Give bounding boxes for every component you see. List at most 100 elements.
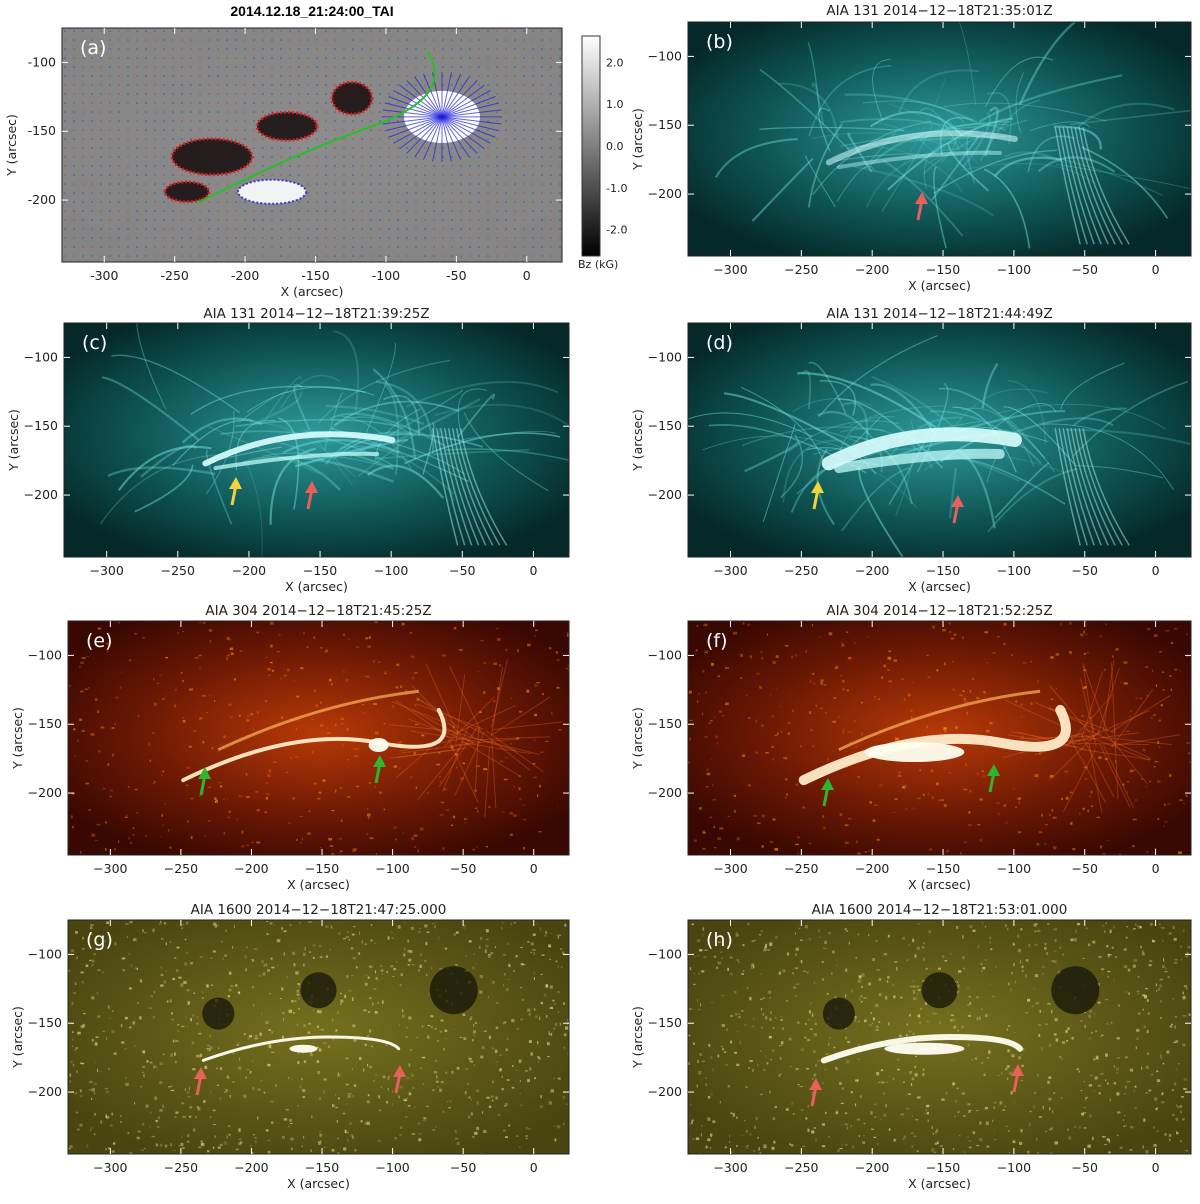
x-tick-label: −250	[164, 861, 198, 876]
x-axis-label: X (arcsec)	[281, 284, 344, 299]
colorbar-tick: -1.0	[606, 182, 627, 195]
axes-frame	[687, 322, 1192, 558]
x-tick-label: −200	[232, 563, 266, 578]
x-tick-label: −150	[926, 1160, 960, 1175]
y-tick-label: −100	[28, 946, 62, 961]
arrow-green	[821, 778, 834, 807]
y-axis-label: Y (arcsec)	[630, 1006, 645, 1069]
y-tick-label: −150	[24, 418, 58, 433]
x-tick-label: −200	[855, 563, 889, 578]
x-tick-label: −200	[855, 861, 889, 876]
solar-image	[68, 920, 569, 1154]
x-tick-label: −200	[855, 1160, 889, 1175]
x-tick-label: −50	[1072, 861, 1098, 876]
x-tick-label: −100	[997, 1160, 1031, 1175]
y-axis-label: Y (arcsec)	[630, 707, 645, 770]
panel-label: (a)	[80, 37, 106, 59]
y-tick-label: −150	[28, 1015, 62, 1030]
axes-frame	[63, 322, 570, 558]
y-axis-label: Y (arcsec)	[630, 108, 645, 171]
panel-title-h: AIA 1600 2014−12−18T21:53:01.000	[811, 902, 1068, 918]
x-tick-label: −100	[375, 861, 409, 876]
panel-title-g: AIA 1600 2014−12−18T21:47:25.000	[190, 902, 447, 918]
x-tick-label: −300	[713, 861, 747, 876]
panel-title-c: AIA 131 2014−12−18T21:39:25Z	[203, 306, 430, 322]
x-tick-label: −300	[713, 563, 747, 578]
y-tick-label: −100	[648, 48, 682, 63]
axes-frame	[687, 21, 1192, 257]
arrow-green	[373, 755, 386, 784]
y-tick-label: -200	[28, 192, 56, 207]
panel-a: (a) -300 -250 -200 -150 -100 -50 0 -100 -150 -200 X…	[4, 27, 627, 299]
axes-frame	[61, 27, 563, 263]
x-tick-label: −150	[303, 563, 337, 578]
y-tick-label: −100	[28, 647, 62, 662]
arrow-yellow	[229, 477, 242, 506]
x-tick-label: −100	[997, 262, 1031, 277]
x-tick-label: 0	[530, 861, 538, 876]
x-tick-label: 0	[1152, 563, 1160, 578]
x-tick-label: 0	[530, 1160, 538, 1175]
panel-title-b: AIA 131 2014−12−18T21:35:01Z	[826, 3, 1053, 19]
x-tick-label: 0	[1152, 861, 1160, 876]
x-tick-label: −150	[926, 563, 960, 578]
panel-d: (d) −300 −250 −200 −150 −100 −50 0 −100 −150 −200 X…	[630, 322, 1192, 594]
colorbar-tick: -2.0	[606, 224, 627, 237]
x-tick-label: −50	[1072, 262, 1098, 277]
x-tick-label: −100	[374, 563, 408, 578]
x-tick-label: −300	[93, 861, 127, 876]
panel-e: (e) −300 −250 −200 −150 −100 −50 0 −100 −150 −200 X…	[10, 620, 570, 892]
panel-label: (b)	[706, 31, 733, 53]
x-tick-label: -300	[90, 268, 118, 283]
axes-frame	[67, 919, 570, 1155]
arrow-red	[1011, 1064, 1024, 1093]
colorbar-tick: 0.0	[606, 140, 624, 153]
axes-frame	[67, 620, 570, 856]
axes-frame	[687, 919, 1192, 1155]
x-tick-label: −50	[450, 1160, 476, 1175]
x-tick-label: -150	[301, 268, 329, 283]
x-tick-label: −250	[784, 861, 818, 876]
x-tick-label: −200	[855, 262, 889, 277]
panel-title-a: 2014.12.18_21:24:00_TAI	[230, 3, 394, 19]
arrow-red	[305, 481, 318, 510]
x-tick-label: −100	[997, 563, 1031, 578]
x-tick-label: −300	[93, 1160, 127, 1175]
panel-title-e: AIA 304 2014−12−18T21:45:25Z	[205, 603, 432, 619]
panel-label: (g)	[86, 929, 113, 951]
arrow-yellow	[811, 481, 824, 510]
x-axis-label: X (arcsec)	[908, 877, 971, 892]
x-tick-label: -200	[231, 268, 259, 283]
y-axis-label: Y (arcsec)	[6, 409, 21, 472]
panel-label: (e)	[86, 630, 113, 652]
colorbar	[581, 35, 601, 257]
x-axis-label: X (arcsec)	[287, 877, 350, 892]
y-tick-label: −100	[24, 349, 58, 364]
arrow-green	[198, 767, 211, 796]
x-tick-label: -100	[372, 268, 400, 283]
y-tick-label: −150	[648, 117, 682, 132]
image-background	[62, 28, 562, 262]
arrow-green	[987, 764, 1000, 793]
panel-g: (g) −300 −250 −200 −150 −100 −50 0 −100 −150 −200 X…	[10, 919, 570, 1191]
y-tick-label: −100	[648, 647, 682, 662]
x-tick-label: −50	[449, 563, 475, 578]
panel-label: (f)	[706, 630, 728, 652]
y-tick-label: −100	[648, 349, 682, 364]
x-tick-label: −250	[784, 262, 818, 277]
panel-f: (f) −300 −250 −200 −150 −100 −50 0 −100 −150 −200 X…	[630, 620, 1192, 892]
image-background	[688, 22, 1191, 256]
x-tick-label: 0	[523, 268, 531, 283]
arrow-red	[915, 192, 928, 221]
solar-image	[688, 922, 1191, 1154]
x-axis-label: X (arcsec)	[908, 1176, 971, 1191]
panel-c: (c) −300 −250 −200 −150 −100 −50 0 −100 −150 −200 X…	[6, 322, 570, 594]
solar-image	[688, 622, 1191, 855]
y-axis-label: Y (arcsec)	[10, 1006, 25, 1069]
x-tick-label: 0	[1152, 262, 1160, 277]
y-tick-label: -150	[28, 123, 56, 138]
panel-title-d: AIA 131 2014−12−18T21:44:49Z	[826, 306, 1053, 322]
x-tick-label: 0	[1152, 1160, 1160, 1175]
y-axis-label: Y (arcsec)	[4, 114, 19, 177]
solar-image	[714, 22, 1191, 249]
